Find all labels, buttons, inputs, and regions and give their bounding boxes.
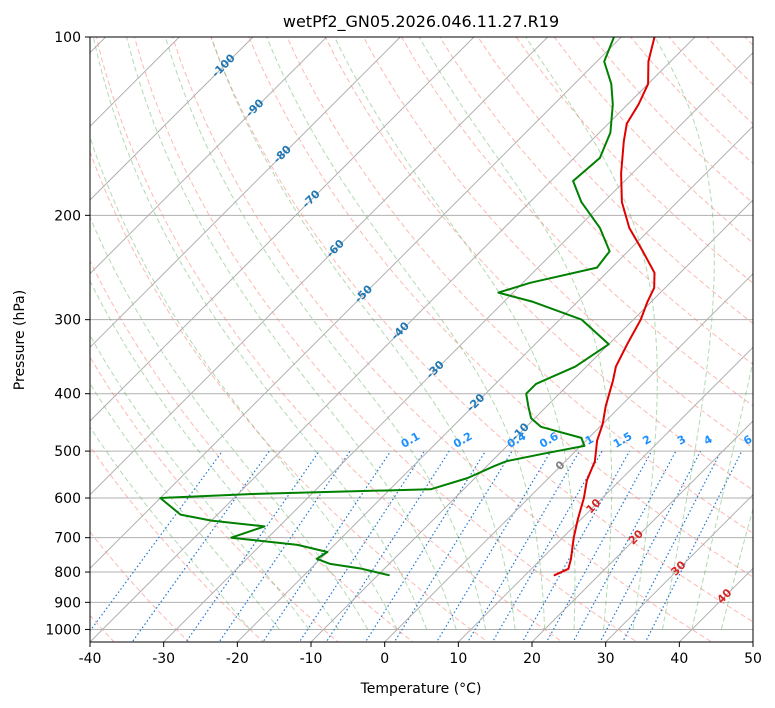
dry-adiabat xyxy=(133,37,638,642)
moist-adiabat xyxy=(90,334,310,630)
y-tick-label: 1000 xyxy=(45,622,81,638)
x-tick-label: 20 xyxy=(523,651,541,667)
x-tick-label: -10 xyxy=(300,651,323,667)
mixing-ratio-line xyxy=(131,450,270,642)
x-tick-label: -40 xyxy=(79,651,102,667)
dry-adiabat xyxy=(324,37,753,491)
moist-adiabat xyxy=(720,506,753,630)
dry-adiabat xyxy=(286,37,753,534)
isotherm-line xyxy=(162,51,753,642)
x-tick-label: 40 xyxy=(670,651,688,667)
isotherm-line xyxy=(457,346,753,642)
isotherm-line xyxy=(310,199,753,642)
mixing-ratio-line xyxy=(644,450,743,642)
isotherm-line xyxy=(90,37,328,275)
y-tick-label: 400 xyxy=(54,387,81,403)
x-tick-label: 50 xyxy=(744,651,762,667)
isotherm-line xyxy=(531,420,753,642)
mixing-ratio-line xyxy=(185,450,320,642)
dry-adiabat xyxy=(210,37,753,623)
mixing-ratio-label: 6 xyxy=(741,432,754,447)
moist-adiabat xyxy=(126,37,457,630)
moist-adiabat xyxy=(164,37,487,630)
dry-adiabat xyxy=(362,37,753,449)
moist-adiabats xyxy=(90,37,753,630)
moist-adiabat xyxy=(418,37,613,630)
isotherm-line xyxy=(90,37,623,570)
moist-adiabat xyxy=(92,37,428,630)
chart-title: wetPf2_GN05.2026.046.11.27.R19 xyxy=(283,12,559,32)
mixing-ratio-line xyxy=(435,450,552,642)
dry-adiabat xyxy=(248,37,753,578)
isotherms xyxy=(90,37,753,642)
dry-adiabat xyxy=(90,445,265,642)
x-tick-label: 0 xyxy=(380,651,389,667)
mixing-ratio-line xyxy=(298,450,425,642)
mixing-ratio-line xyxy=(325,450,450,642)
mixing-ratio-line xyxy=(491,450,603,642)
y-tick-label: 900 xyxy=(54,595,81,611)
moist-adiabat xyxy=(334,37,576,630)
pressure-gridlines xyxy=(90,37,753,630)
isotherm-line xyxy=(90,37,475,422)
x-tick-label: -20 xyxy=(226,651,249,667)
plot-area: -100-90-80-70-60-50-40-30-20-100.1 0.2 0.4… xyxy=(90,37,754,642)
isotherm-line xyxy=(604,493,753,642)
y-axis-ticks: 100 200 300 400 500 600 700 800 900 1000 xyxy=(45,30,90,638)
y-tick-label: 300 xyxy=(54,313,81,329)
y-tick-label: 800 xyxy=(54,565,81,581)
moist-adiabat xyxy=(210,37,516,630)
mixing-ratio-line xyxy=(545,450,653,642)
dry-adiabat xyxy=(90,259,414,642)
profile-series xyxy=(159,37,656,577)
moist-adiabat xyxy=(654,37,715,630)
mixing-ratio-line xyxy=(262,450,392,642)
y-tick-label: 700 xyxy=(54,531,81,547)
x-axis-ticks: -40 -30 -20 -10 0 10 20 30 40 50 xyxy=(79,642,762,667)
x-tick-label: 10 xyxy=(449,651,467,667)
y-tick-label: 200 xyxy=(54,208,81,224)
dry-adiabat xyxy=(90,531,190,642)
y-axis-label: Pressure (hPa) xyxy=(12,290,28,390)
moist-adiabat xyxy=(691,358,753,630)
isotherm-line xyxy=(90,37,181,128)
dewpoint-profile-line xyxy=(159,37,615,577)
mixing-ratio-line xyxy=(218,450,351,642)
isotherm-line xyxy=(236,125,753,642)
dry-adiabat xyxy=(172,37,713,642)
y-tick-label: 500 xyxy=(54,444,81,460)
isotherm-line xyxy=(90,37,402,349)
isotherm-line xyxy=(90,37,549,496)
moist-adiabat xyxy=(90,215,369,630)
temperature-profile-line xyxy=(553,37,656,577)
y-tick-label: 600 xyxy=(54,491,81,507)
dry-adiabats xyxy=(90,37,753,642)
moist-adiabat xyxy=(266,37,546,630)
plot-frame xyxy=(89,36,754,643)
moist-adiabat xyxy=(90,135,398,630)
x-tick-label: 30 xyxy=(597,651,615,667)
moist-adiabat xyxy=(525,37,658,630)
x-tick-label: -30 xyxy=(152,651,175,667)
dry-adiabat xyxy=(401,37,753,407)
y-tick-label: 100 xyxy=(54,30,81,46)
isotherm-line xyxy=(90,37,254,201)
moist-adiabat xyxy=(90,279,339,630)
dry-adiabat xyxy=(95,37,564,642)
isotherm-line xyxy=(383,272,753,642)
x-axis-label: Temperature (°C) xyxy=(360,681,482,697)
